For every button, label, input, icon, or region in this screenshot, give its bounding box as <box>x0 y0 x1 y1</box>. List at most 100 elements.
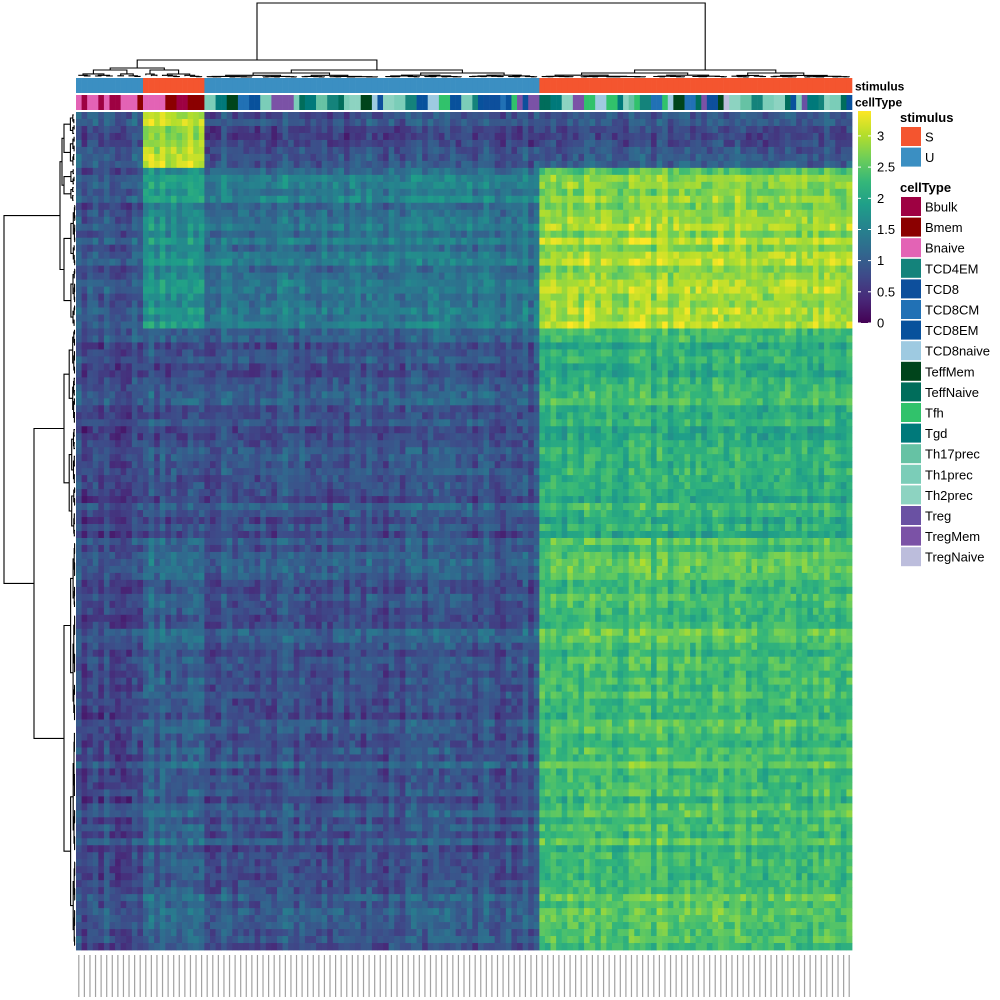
heatmap-cell <box>137 286 144 294</box>
heatmap-cell <box>394 293 401 301</box>
heatmap-cell <box>517 188 524 197</box>
heatmap-cell <box>483 167 490 176</box>
heatmap-cell <box>762 258 769 267</box>
heatmap-cell <box>137 146 144 155</box>
heatmap-cell <box>835 258 842 267</box>
heatmap-cell <box>584 174 591 183</box>
heatmap-cell <box>349 153 356 162</box>
heatmap-cell <box>533 216 540 225</box>
heatmap-cell <box>757 258 764 267</box>
heatmap-cell <box>673 279 680 287</box>
heatmap-cell <box>779 223 786 232</box>
heatmap-cell <box>695 251 702 260</box>
heatmap-cell <box>678 258 685 267</box>
heatmap-cell <box>595 209 602 218</box>
heatmap-cell <box>142 237 149 246</box>
heatmap-cell <box>572 167 579 176</box>
heatmap-cell <box>81 132 88 141</box>
heatmap-cell <box>757 279 764 287</box>
heatmap-cell <box>734 244 741 253</box>
stimulus-annotation-cell <box>148 78 155 93</box>
heatmap-cell <box>399 146 406 155</box>
heatmap-cell <box>232 223 239 232</box>
heatmap-cell <box>170 188 177 197</box>
heatmap-cell <box>611 223 618 232</box>
heatmap-cell <box>623 251 630 260</box>
heatmap-cell <box>276 160 283 169</box>
heatmap-cell <box>215 307 222 315</box>
heatmap-cell <box>556 237 563 246</box>
heatmap-cell <box>98 174 105 183</box>
heatmap-cell <box>405 188 412 197</box>
heatmap-cell <box>768 188 775 197</box>
heatmap-cell <box>578 167 585 176</box>
celltype-annotation-cell <box>611 95 618 110</box>
heatmap-cell <box>232 244 239 253</box>
heatmap-cell <box>505 216 512 225</box>
heatmap-cell <box>148 230 155 239</box>
heatmap-cell <box>561 321 568 329</box>
heatmap-cell <box>494 272 501 280</box>
heatmap-cell <box>639 112 646 120</box>
heatmap-cell <box>282 237 289 246</box>
heatmap-cell <box>265 146 272 155</box>
heatmap-cell <box>617 321 624 329</box>
heatmap-cell <box>182 314 189 322</box>
heatmap-cell <box>656 223 663 232</box>
heatmap-cell <box>835 188 842 197</box>
heatmap-cell <box>237 328 244 336</box>
heatmap-cell <box>846 188 853 197</box>
heatmap-cell <box>109 286 116 294</box>
heatmap-cell <box>131 223 138 232</box>
celltype-annotation-cell <box>321 95 328 110</box>
heatmap-cell <box>81 160 88 169</box>
celltype-annotation-cell <box>606 95 613 110</box>
heatmap-cell <box>148 167 155 176</box>
heatmap-cell <box>304 286 311 294</box>
heatmap-cell <box>98 188 105 197</box>
celltype-annotation-cell <box>723 95 730 110</box>
heatmap-cell <box>394 209 401 218</box>
heatmap-cell <box>103 251 110 260</box>
heatmap-cell <box>567 174 574 183</box>
heatmap-cell <box>673 181 680 190</box>
heatmap-cell <box>556 153 563 162</box>
heatmap-cell <box>623 132 630 141</box>
heatmap-cell <box>611 112 618 120</box>
heatmap-cell <box>120 181 127 190</box>
heatmap-cell <box>221 230 228 239</box>
heatmap-cell <box>639 209 646 218</box>
heatmap-cell <box>327 174 334 183</box>
heatmap-cell <box>690 160 697 169</box>
heatmap-cell <box>712 195 719 204</box>
heatmap-cell <box>92 265 99 274</box>
heatmap-cell <box>494 321 501 329</box>
heatmap-cell <box>706 112 713 120</box>
heatmap-cell <box>304 139 311 148</box>
heatmap-cell <box>193 125 200 134</box>
heatmap-cell <box>539 125 546 134</box>
heatmap-cell <box>87 132 94 141</box>
heatmap-cell <box>645 209 652 218</box>
heatmap-cell <box>433 272 440 280</box>
heatmap-cell <box>282 202 289 211</box>
stimulus-annotation-cell <box>170 78 177 93</box>
heatmap-cell <box>656 125 663 134</box>
heatmap-cell <box>410 237 417 246</box>
heatmap-cell <box>824 125 831 134</box>
heatmap-cell <box>299 321 306 329</box>
heatmap-cell <box>723 293 730 301</box>
heatmap-cell <box>511 216 518 225</box>
heatmap-cell <box>801 202 808 211</box>
heatmap-cell <box>137 265 144 274</box>
heatmap-cell <box>656 167 663 176</box>
heatmap-cell <box>416 307 423 315</box>
heatmap-cell <box>556 258 563 267</box>
heatmap-cell <box>829 112 836 120</box>
heatmap-cell <box>310 293 317 301</box>
heatmap-cell <box>611 118 618 127</box>
heatmap-cell <box>120 153 127 162</box>
heatmap-cell <box>606 293 613 301</box>
heatmap-cell <box>170 174 177 183</box>
heatmap-cell <box>187 279 194 287</box>
